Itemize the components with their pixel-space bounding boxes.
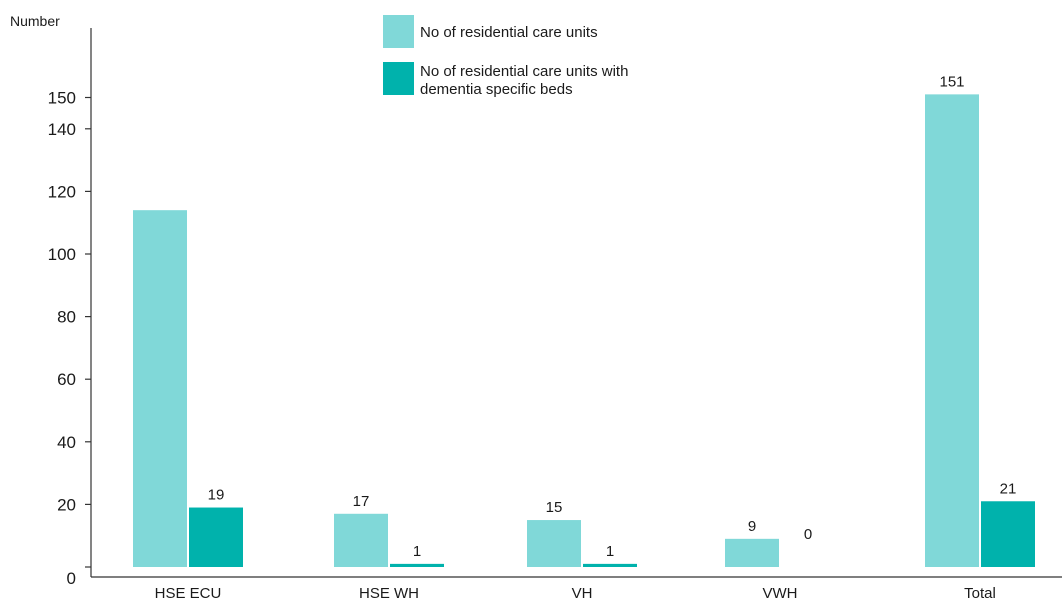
y-ticks: 0 20 40 60 80 100 120 140 150	[48, 89, 91, 588]
y-tick-label: 100	[48, 245, 76, 264]
data-label: 1	[606, 543, 614, 560]
bar-dementia-vh	[583, 563, 637, 567]
bar-units-hse-ecu	[133, 210, 187, 567]
data-label: 1	[413, 543, 421, 560]
legend-swatch-dementia	[383, 62, 414, 95]
x-tick-label: VWH	[763, 585, 798, 602]
category-labels: HSE ECU HSE WH VH VWH Total	[155, 585, 996, 602]
bar-units-total	[925, 94, 979, 568]
data-label: 9	[748, 518, 756, 535]
bar-dementia-hse-ecu	[189, 507, 243, 567]
data-label: 0	[804, 526, 812, 543]
bar-units-hse-wh	[334, 513, 388, 567]
data-label: 15	[546, 499, 563, 516]
y-tick-label: 120	[48, 182, 76, 201]
bar-dementia-hse-wh	[390, 563, 444, 567]
legend-label-dementia-line2: dementia specific beds	[420, 81, 573, 98]
x-tick-label: VH	[572, 585, 593, 602]
x-tick-label: HSE ECU	[155, 585, 222, 602]
data-label: 21	[1000, 480, 1017, 497]
y-tick-label: 0	[67, 569, 76, 588]
y-tick-label: 140	[48, 120, 76, 139]
bars	[133, 94, 1035, 568]
y-tick-label: 150	[48, 89, 76, 108]
y-tick-label: 40	[57, 433, 76, 452]
legend: No of residential care units No of resid…	[383, 15, 628, 98]
x-tick-label: Total	[964, 585, 996, 602]
y-axis-title: Number	[10, 13, 60, 29]
bar-units-vh	[527, 520, 581, 567]
x-tick-label: HSE WH	[359, 585, 419, 602]
y-tick-label: 20	[57, 495, 76, 514]
data-label: 19	[208, 487, 225, 504]
legend-label-dementia-line1: No of residential care units with	[420, 63, 628, 80]
bar-units-vwh	[725, 538, 779, 567]
y-tick-label: 60	[57, 370, 76, 389]
legend-swatch-units	[383, 15, 414, 48]
bar-dementia-total	[981, 501, 1035, 567]
data-label: 17	[353, 493, 370, 510]
legend-label-units: No of residential care units	[420, 24, 598, 41]
data-label: 151	[939, 73, 964, 90]
y-tick-label: 80	[57, 308, 76, 327]
